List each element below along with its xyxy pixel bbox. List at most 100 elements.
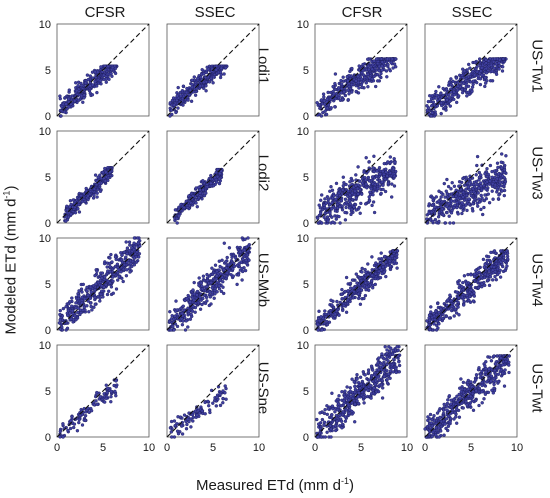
data-point xyxy=(225,271,229,275)
data-point xyxy=(227,246,232,250)
data-point xyxy=(451,221,456,225)
data-point xyxy=(240,278,244,282)
data-point xyxy=(476,74,480,78)
data-point xyxy=(323,197,327,201)
data-point xyxy=(504,154,508,158)
data-point xyxy=(390,195,394,199)
data-point xyxy=(192,75,197,79)
data-point xyxy=(383,254,387,259)
data-point xyxy=(243,237,247,242)
data-point xyxy=(426,99,431,104)
data-point xyxy=(89,290,93,294)
data-point xyxy=(346,189,350,193)
data-point xyxy=(221,285,225,289)
data-point xyxy=(330,303,334,307)
data-point xyxy=(472,185,477,189)
data-point xyxy=(357,86,361,90)
data-point xyxy=(453,203,457,207)
data-point xyxy=(205,278,210,283)
data-point xyxy=(384,69,389,73)
data-point xyxy=(220,258,224,262)
data-point xyxy=(104,170,108,174)
data-point xyxy=(218,278,222,282)
data-point xyxy=(350,197,355,202)
data-point xyxy=(133,252,138,256)
data-point xyxy=(202,193,207,198)
data-point xyxy=(185,417,190,421)
data-point xyxy=(167,319,172,324)
data-point xyxy=(69,212,73,216)
data-point xyxy=(497,271,501,275)
data-point xyxy=(333,81,337,86)
data-point xyxy=(456,281,460,286)
data-point xyxy=(494,62,499,66)
data-point xyxy=(215,290,219,294)
data-point xyxy=(125,246,130,250)
data-point xyxy=(221,396,225,401)
data-point xyxy=(374,261,378,265)
data-point xyxy=(439,111,443,116)
data-point xyxy=(82,305,87,309)
data-point xyxy=(370,67,374,71)
data-point xyxy=(68,204,72,209)
data-point xyxy=(457,94,461,98)
data-point xyxy=(484,66,488,71)
data-point xyxy=(326,219,330,224)
data-point xyxy=(204,295,209,300)
data-point xyxy=(496,165,500,170)
data-point xyxy=(104,77,109,81)
data-point xyxy=(195,413,199,417)
data-point xyxy=(201,274,206,278)
data-point xyxy=(114,394,118,398)
data-point xyxy=(375,72,380,77)
data-point xyxy=(502,168,507,172)
data-point xyxy=(173,208,178,212)
data-point xyxy=(322,95,326,99)
data-point xyxy=(217,287,222,291)
data-point xyxy=(323,435,327,439)
data-point xyxy=(366,262,370,266)
data-point xyxy=(209,76,213,81)
data-point xyxy=(467,285,472,289)
data-point xyxy=(317,309,321,313)
data-point xyxy=(447,316,452,320)
data-point xyxy=(346,289,350,293)
data-point xyxy=(341,175,345,179)
data-point xyxy=(325,97,329,102)
y-tick-label: 10 xyxy=(39,126,51,138)
data-point xyxy=(72,99,77,103)
data-point xyxy=(448,293,452,297)
data-point xyxy=(378,172,382,176)
data-point xyxy=(102,392,106,396)
data-point xyxy=(462,274,467,278)
data-point xyxy=(59,114,63,118)
data-point xyxy=(101,295,105,299)
data-point xyxy=(383,177,387,182)
data-point xyxy=(494,278,498,282)
data-point xyxy=(174,110,178,115)
data-point xyxy=(224,266,229,270)
data-point xyxy=(468,180,472,185)
data-point xyxy=(75,429,80,433)
data-point xyxy=(383,189,388,194)
data-point xyxy=(371,286,375,290)
data-point xyxy=(464,193,469,198)
data-point xyxy=(492,249,497,253)
data-point xyxy=(503,268,507,273)
data-point xyxy=(451,79,455,84)
data-point xyxy=(379,257,384,261)
data-point xyxy=(467,202,471,206)
data-point xyxy=(172,419,177,423)
data-point xyxy=(189,312,193,317)
data-point xyxy=(181,319,185,323)
data-point xyxy=(102,275,107,279)
data-point xyxy=(373,182,377,187)
data-point xyxy=(480,188,484,193)
data-point xyxy=(354,89,358,94)
data-point xyxy=(124,274,129,278)
data-point xyxy=(476,279,480,284)
data-point xyxy=(195,204,200,209)
data-point xyxy=(337,85,341,90)
data-point xyxy=(466,90,471,95)
